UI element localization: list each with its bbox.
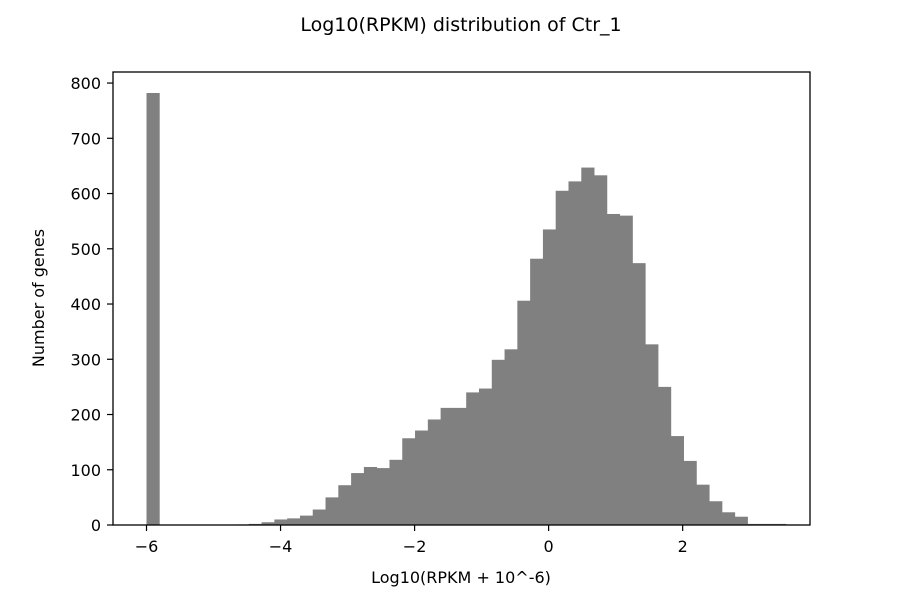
histogram-bar [658, 386, 672, 525]
y-tick-label: 700 [70, 129, 101, 148]
y-tick-label: 200 [70, 406, 101, 425]
x-tick-label: −6 [135, 537, 159, 556]
y-tick-label: 100 [70, 461, 101, 480]
histogram-bar [338, 485, 352, 525]
histogram-bar [363, 466, 378, 525]
y-axis-ticks: 0 100 200 300 400 500 600 700 800 [70, 74, 113, 535]
histogram-bar [312, 509, 326, 525]
y-axis-label: Number of genes [29, 229, 48, 367]
chart-title: Log10(RPKM) distribution of Ctr_1 [300, 14, 621, 36]
histogram-bar [351, 473, 365, 525]
y-tick-label: 400 [70, 295, 101, 314]
y-tick-label: 800 [70, 74, 101, 93]
histogram-bar [696, 484, 710, 525]
histogram-bar [645, 344, 659, 525]
y-tick-label: 0 [91, 516, 101, 535]
histogram-bar [287, 518, 301, 525]
histogram-bar [491, 359, 505, 525]
histogram-bar [632, 263, 646, 525]
histogram-bar [683, 460, 697, 525]
y-tick-label: 300 [70, 350, 101, 369]
histogram-bar [261, 522, 275, 525]
histogram-bar [478, 388, 493, 525]
histogram-bar [606, 213, 621, 526]
histogram-bar [734, 516, 748, 525]
histogram-bar [274, 519, 288, 525]
histogram-bar [581, 167, 595, 525]
y-tick-label: 600 [70, 185, 101, 204]
histogram-bar [619, 215, 633, 525]
x-tick-label: −4 [269, 537, 293, 556]
histogram-bar [530, 258, 544, 525]
x-tick-label: −2 [403, 537, 427, 556]
histogram-bar [376, 468, 390, 525]
histogram-bar [555, 190, 569, 525]
histogram-bar [670, 436, 684, 525]
histogram-bar [415, 430, 429, 525]
histogram-bar [146, 92, 160, 526]
histogram-bar [504, 349, 518, 525]
plot-frame [112, 71, 811, 526]
x-axis-ticks: −6 −4 −2 0 2 [135, 525, 688, 556]
histogram-bar [325, 497, 339, 525]
histogram-bar [542, 229, 557, 525]
histogram-bar [299, 515, 314, 525]
x-tick-label: 0 [544, 537, 554, 556]
histogram-bar [568, 181, 582, 525]
bars-group [146, 92, 800, 526]
histogram-bar [709, 501, 723, 525]
x-tick-label: 2 [678, 537, 688, 556]
histogram-bar [453, 407, 467, 525]
histogram-bar [440, 407, 454, 525]
histogram-bar [594, 175, 608, 525]
histogram-bar [389, 459, 403, 525]
histogram-bar [721, 512, 736, 525]
x-axis-label: Log10(RPKM + 10^-6) [371, 568, 551, 587]
histogram-bar [466, 392, 480, 525]
histogram-bar [402, 438, 416, 525]
histogram-bar [517, 300, 531, 525]
histogram-bar [427, 419, 442, 525]
y-tick-label: 500 [70, 240, 101, 259]
